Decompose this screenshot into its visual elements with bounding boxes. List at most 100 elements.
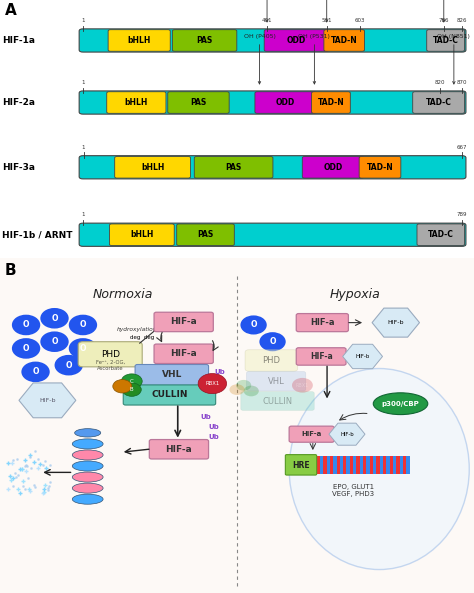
Text: 1: 1 [82, 145, 85, 150]
FancyBboxPatch shape [123, 385, 216, 405]
FancyBboxPatch shape [324, 30, 365, 51]
Bar [330, 455, 333, 474]
Text: HIF-a: HIF-a [310, 352, 332, 361]
FancyBboxPatch shape [154, 344, 213, 364]
Bar [400, 455, 403, 474]
FancyBboxPatch shape [296, 347, 346, 365]
Circle shape [260, 333, 285, 350]
FancyBboxPatch shape [78, 342, 142, 367]
Circle shape [41, 332, 68, 351]
Bar [403, 455, 406, 474]
Text: RBX1: RBX1 [205, 381, 219, 386]
FancyBboxPatch shape [173, 30, 237, 51]
Text: p300/CBP: p300/CBP [382, 401, 419, 407]
Text: OH (P402): OH (P402) [251, 0, 283, 22]
Text: 820: 820 [435, 80, 446, 85]
FancyBboxPatch shape [427, 30, 465, 51]
Bar [356, 455, 360, 474]
Text: O: O [65, 361, 72, 369]
FancyBboxPatch shape [241, 391, 314, 410]
FancyBboxPatch shape [177, 224, 234, 246]
Text: PHD: PHD [263, 356, 280, 365]
Bar [340, 455, 343, 474]
Bar [376, 455, 380, 474]
FancyBboxPatch shape [285, 455, 317, 475]
Text: HIF-a: HIF-a [310, 318, 335, 327]
Text: 870: 870 [457, 80, 467, 85]
Text: OH (P654): OH (P654) [311, 0, 343, 22]
Bar [390, 455, 393, 474]
Text: HIF-b: HIF-b [340, 432, 354, 436]
Bar [396, 455, 400, 474]
FancyBboxPatch shape [115, 157, 191, 178]
Ellipse shape [72, 494, 103, 504]
Text: CULLIN: CULLIN [262, 397, 292, 406]
Text: Ub: Ub [208, 424, 219, 430]
Text: A: A [5, 3, 17, 18]
FancyBboxPatch shape [311, 92, 350, 113]
Bar [343, 455, 346, 474]
Ellipse shape [72, 439, 103, 449]
Bar [370, 455, 373, 474]
Text: 789: 789 [457, 212, 467, 217]
Ellipse shape [72, 483, 103, 493]
Text: HIF-a: HIF-a [170, 317, 197, 327]
Text: HIF-b: HIF-b [39, 398, 55, 403]
FancyBboxPatch shape [194, 157, 273, 178]
Text: RBX1: RBX1 [296, 382, 309, 388]
Text: O: O [23, 344, 29, 353]
FancyBboxPatch shape [245, 350, 298, 371]
Text: O: O [250, 320, 257, 330]
Text: PAS: PAS [191, 98, 207, 107]
Text: O: O [23, 320, 29, 330]
Circle shape [241, 316, 266, 334]
Circle shape [229, 384, 245, 395]
Text: ODD: ODD [323, 163, 343, 172]
FancyBboxPatch shape [79, 91, 466, 114]
Text: HRE: HRE [292, 461, 310, 470]
Text: bHLH: bHLH [128, 36, 151, 45]
FancyBboxPatch shape [108, 30, 170, 51]
Text: O: O [51, 337, 58, 346]
FancyBboxPatch shape [79, 223, 466, 246]
Circle shape [13, 339, 39, 358]
Bar [337, 455, 340, 474]
Text: HIF-1b / ARNT: HIF-1b / ARNT [2, 230, 73, 239]
Text: OH (N851): OH (N851) [438, 34, 470, 84]
Ellipse shape [72, 450, 103, 460]
Text: O: O [80, 320, 86, 330]
Text: HIF-a: HIF-a [165, 445, 192, 454]
FancyBboxPatch shape [154, 313, 213, 331]
Text: HIF-b: HIF-b [356, 354, 370, 359]
Text: PHD: PHD [100, 350, 120, 359]
Circle shape [22, 362, 49, 381]
Text: TAD-N: TAD-N [366, 163, 393, 172]
Text: ODD: ODD [287, 36, 306, 45]
Text: PAS: PAS [226, 163, 242, 172]
Text: HIF-a: HIF-a [301, 431, 322, 437]
Circle shape [121, 374, 142, 388]
Text: Ub: Ub [214, 369, 225, 375]
Text: PAS: PAS [197, 36, 213, 45]
Bar [350, 455, 353, 474]
Circle shape [70, 315, 96, 334]
Text: Hypoxia: Hypoxia [330, 288, 381, 301]
Text: OH (P531): OH (P531) [299, 34, 330, 84]
Bar [393, 455, 396, 474]
FancyBboxPatch shape [413, 92, 465, 113]
Text: bHLH: bHLH [141, 163, 164, 172]
Text: TAD-N: TAD-N [331, 36, 357, 45]
Text: HIF-2a: HIF-2a [2, 98, 36, 107]
Text: 531: 531 [321, 18, 332, 23]
FancyBboxPatch shape [168, 92, 229, 113]
Text: Fe²⁺, 2-OG,
Ascorbate: Fe²⁺, 2-OG, Ascorbate [96, 360, 125, 371]
Text: 1: 1 [82, 18, 85, 23]
Text: OH (N803): OH (N803) [427, 0, 460, 22]
FancyBboxPatch shape [79, 156, 466, 179]
Text: OH (P405): OH (P405) [244, 34, 275, 84]
Bar [317, 455, 320, 474]
Polygon shape [0, 0, 474, 84]
Text: 1: 1 [82, 80, 85, 85]
FancyBboxPatch shape [149, 439, 209, 459]
FancyBboxPatch shape [296, 314, 348, 331]
